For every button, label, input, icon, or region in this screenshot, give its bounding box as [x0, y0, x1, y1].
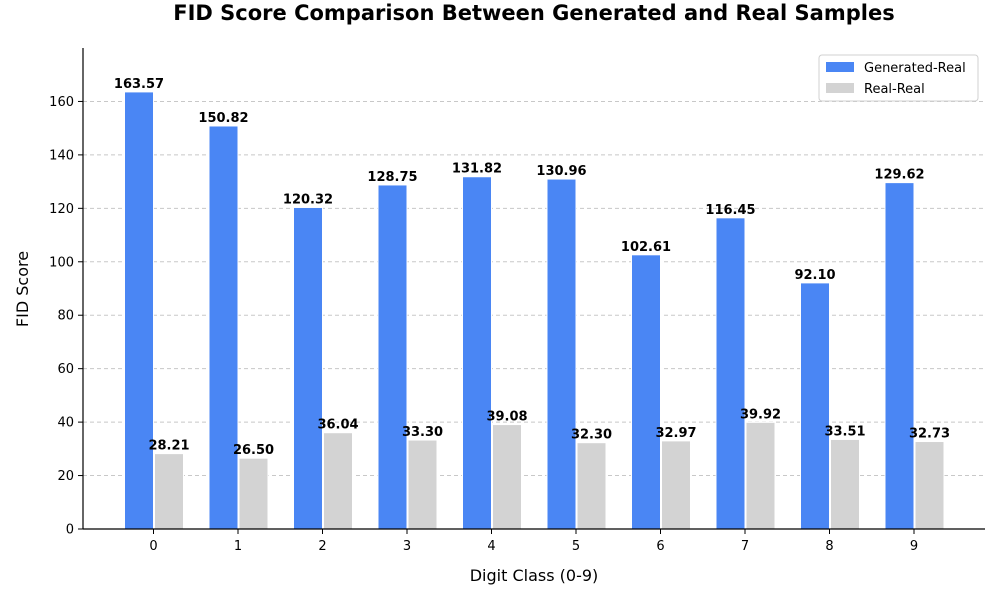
- y-tick-label: 40: [57, 416, 74, 431]
- data-label-real-real-3: 33.30: [402, 425, 443, 440]
- data-label-generated-real-3: 128.75: [367, 170, 417, 185]
- data-label-real-real-2: 36.04: [317, 418, 358, 433]
- legend-label-generated-real: Generated-Real: [864, 61, 966, 76]
- data-labels: 163.57 150.82 120.32 128.75 131.82 130.96 102.…: [114, 77, 950, 458]
- data-label-real-real-0: 28.21: [148, 439, 189, 454]
- x-tick-label-5: 5: [572, 539, 580, 554]
- bar-real-real-6: [661, 440, 691, 530]
- y-tick-label: 20: [57, 469, 74, 484]
- bar-generated-real-7: [715, 217, 746, 530]
- data-label-generated-real-0: 163.57: [114, 77, 164, 92]
- y-tick-label: 160: [49, 95, 74, 110]
- x-tick-label-0: 0: [149, 539, 157, 554]
- x-tick-label-2: 2: [318, 539, 326, 554]
- bar-real-real-1: [238, 457, 269, 530]
- bar-real-real-8: [830, 438, 860, 530]
- y-axis-label: FID Score: [13, 251, 32, 327]
- x-axis-label: Digit Class (0-9): [470, 566, 599, 585]
- legend-box: [818, 54, 979, 102]
- bar-real-real-0: [154, 453, 184, 530]
- data-label-real-real-1: 26.50: [233, 443, 274, 458]
- bar-generated-real-4: [462, 176, 492, 530]
- data-label-real-real-9: 32.73: [909, 427, 950, 442]
- data-label-real-real-6: 32.97: [655, 426, 696, 441]
- y-tick-label: 60: [57, 362, 74, 377]
- legend-label-real-real: Real-Real: [864, 82, 925, 97]
- legend-swatch-generated-real: [826, 62, 854, 72]
- y-tick-label: 120: [49, 202, 74, 217]
- bar-real-real-4: [492, 424, 522, 530]
- bar-real-real-5: [576, 442, 607, 530]
- x-tick-label-1: 1: [234, 539, 242, 554]
- data-label-generated-real-7: 116.45: [705, 203, 755, 218]
- x-tick-label-6: 6: [656, 539, 664, 554]
- y-tick-label: 140: [49, 148, 74, 163]
- data-label-real-real-5: 32.30: [571, 428, 612, 443]
- bar-generated-real-6: [631, 254, 661, 530]
- bar-generated-real-8: [800, 282, 830, 530]
- y-tick-label: 80: [57, 309, 74, 324]
- data-label-generated-real-9: 129.62: [874, 168, 924, 183]
- bar-real-real-3: [407, 439, 438, 530]
- y-tick-label: 100: [49, 255, 74, 270]
- data-label-generated-real-6: 102.61: [621, 240, 671, 255]
- data-label-generated-real-5: 130.96: [536, 164, 586, 179]
- data-label-generated-real-8: 92.10: [794, 268, 835, 283]
- data-label-real-real-7: 39.92: [740, 407, 781, 422]
- data-label-generated-real-4: 131.82: [452, 162, 502, 177]
- axes: 0 20 40 60 80 100 120 140 160 0 1 2 3 4 5 6 7 8 9: [49, 48, 985, 554]
- bar-real-real-7: [745, 421, 776, 530]
- bar-generated-real-5: [546, 178, 577, 530]
- x-tick-label-4: 4: [487, 539, 495, 554]
- x-tick-label-9: 9: [910, 539, 918, 554]
- data-label-generated-real-1: 150.82: [198, 111, 248, 126]
- chart-title: FID Score Comparison Between Generated a…: [173, 1, 894, 25]
- data-label-generated-real-2: 120.32: [283, 192, 333, 207]
- data-label-real-real-4: 39.08: [486, 410, 527, 425]
- bar-generated-real-0: [124, 91, 154, 530]
- x-tick-label-3: 3: [403, 539, 411, 554]
- legend: Generated-Real Real-Real: [818, 54, 979, 102]
- bar-generated-real-9: [884, 182, 915, 530]
- bars: [124, 91, 945, 530]
- bar-generated-real-1: [208, 125, 239, 530]
- bar-generated-real-2: [293, 206, 323, 530]
- x-tick-label-8: 8: [825, 539, 833, 554]
- data-label-real-real-8: 33.51: [824, 424, 865, 439]
- bar-real-real-2: [323, 432, 353, 530]
- legend-swatch-real-real: [826, 83, 854, 93]
- y-tick-label: 0: [66, 523, 74, 538]
- bar-real-real-9: [914, 441, 945, 530]
- x-tick-label-7: 7: [741, 539, 749, 554]
- bar-generated-real-3: [377, 184, 408, 530]
